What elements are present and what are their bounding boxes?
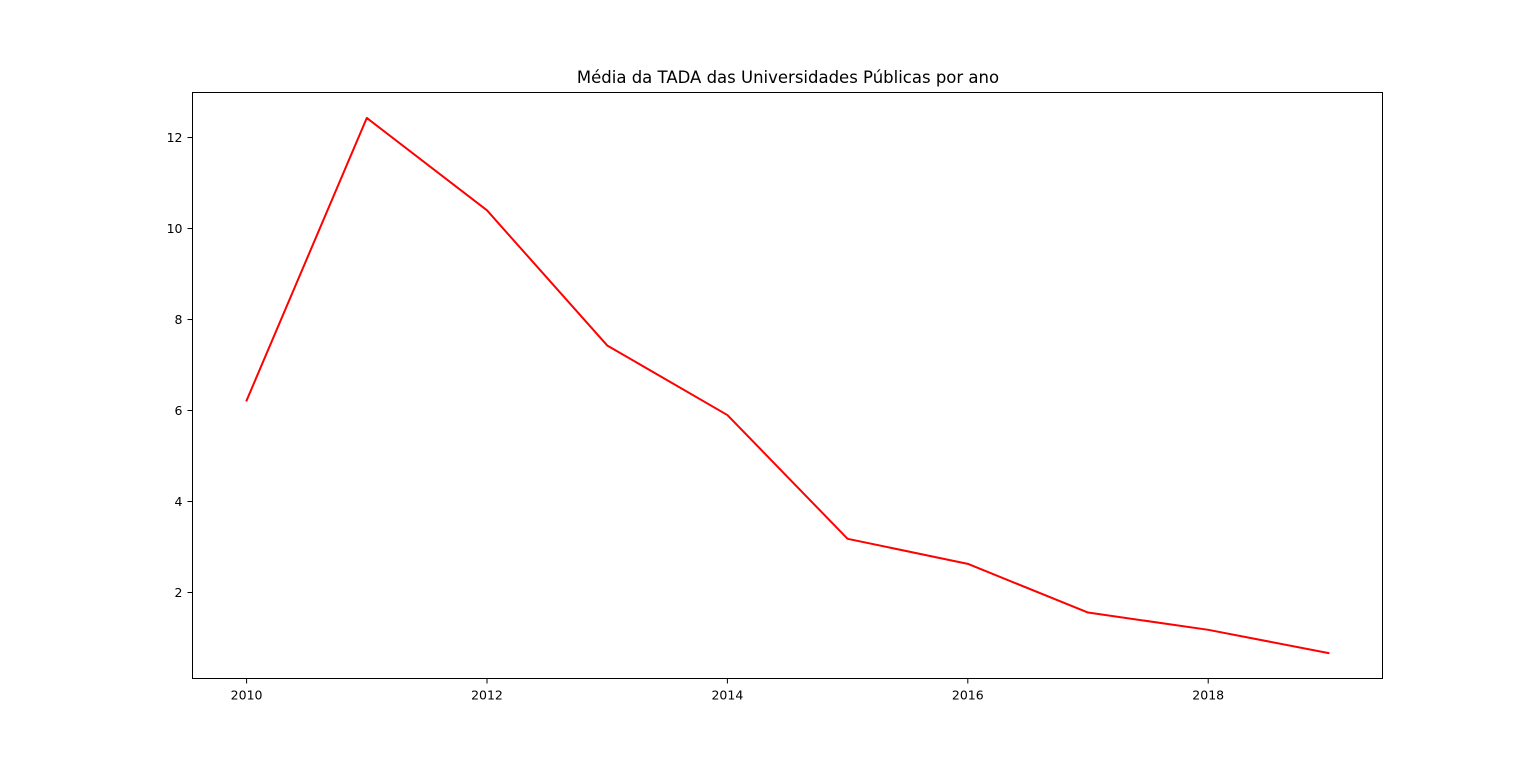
y-axis: 2 4 6 8 10 12 — [167, 130, 193, 600]
x-tick-label: 2018 — [1192, 688, 1224, 703]
chart-title: Média da TADA das Universidades Públicas… — [577, 68, 999, 87]
series-layer — [245, 116, 1330, 655]
x-tick-label: 2010 — [231, 688, 263, 703]
y-tick-label: 6 — [175, 403, 183, 418]
y-tick-label: 12 — [167, 130, 183, 145]
x-tick-label: 2012 — [471, 688, 503, 703]
y-tick-label: 2 — [175, 585, 183, 600]
x-tick-label: 2016 — [952, 688, 984, 703]
x-tick-label: 2014 — [711, 688, 743, 703]
y-tick-label: 8 — [175, 312, 183, 327]
x-axis: 2010 2012 2014 2016 2018 — [231, 678, 1224, 703]
series-line — [245, 116, 1330, 655]
y-tick-label: 10 — [167, 221, 183, 236]
y-tick-label: 4 — [175, 494, 183, 509]
plot-frame — [192, 92, 1383, 679]
